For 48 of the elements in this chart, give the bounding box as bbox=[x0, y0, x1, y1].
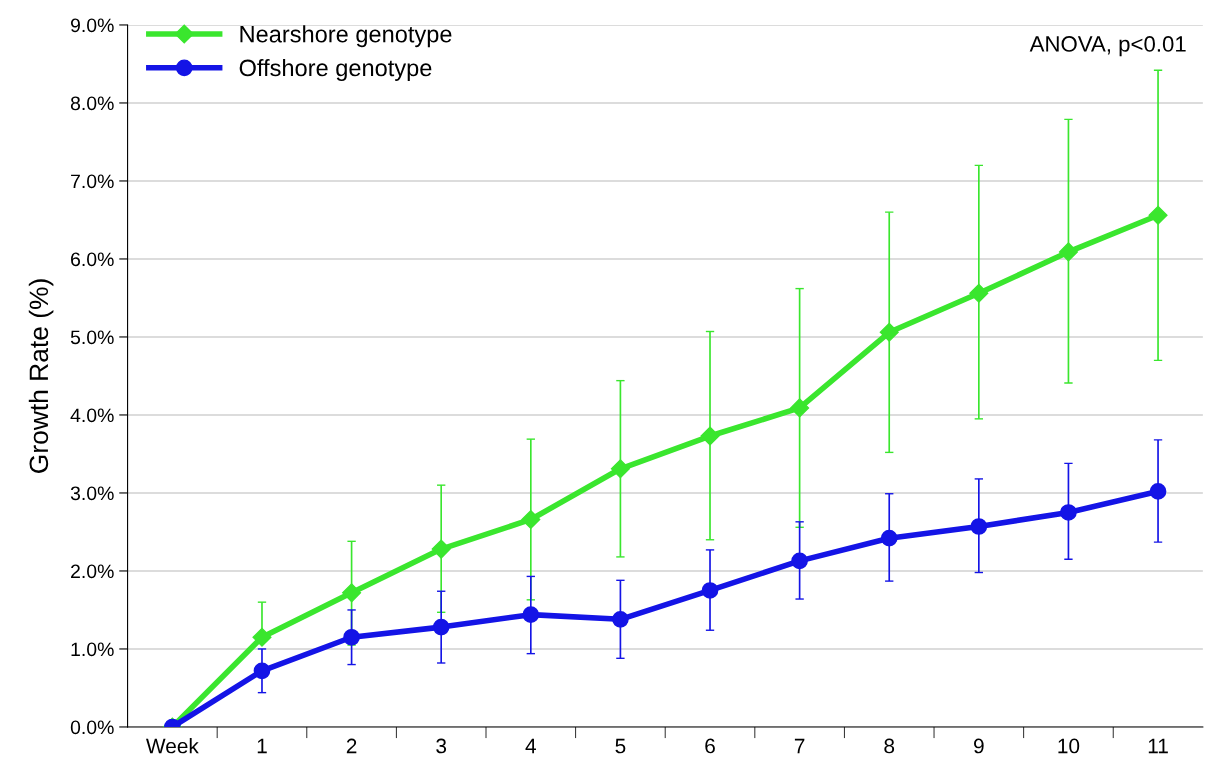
x-tick-label: 4 bbox=[525, 738, 536, 754]
point bbox=[612, 610, 629, 628]
point bbox=[610, 459, 630, 479]
point bbox=[1058, 242, 1078, 262]
point bbox=[969, 283, 989, 303]
point bbox=[431, 539, 451, 559]
y-tick-label: 4.0% bbox=[70, 408, 114, 423]
point bbox=[521, 509, 541, 530]
y-tick-label: 3.0% bbox=[70, 486, 114, 501]
point bbox=[252, 627, 272, 647]
y-tick-label: 0.0% bbox=[70, 720, 114, 735]
y-tick-label: 7.0% bbox=[71, 174, 114, 189]
annotation: ANOVA, p<0.01 bbox=[1029, 36, 1186, 57]
point bbox=[879, 322, 899, 342]
x-tick-label: 10 bbox=[1058, 738, 1080, 754]
y-tick-label: 9.0% bbox=[70, 18, 114, 33]
y-tick-label: 2.0% bbox=[71, 564, 114, 579]
point bbox=[342, 583, 362, 603]
point bbox=[1148, 205, 1168, 225]
point bbox=[1149, 483, 1167, 500]
legend-label: Offshore genotype bbox=[239, 58, 432, 81]
point bbox=[522, 606, 540, 623]
x-tick-label: 7 bbox=[794, 738, 805, 754]
point bbox=[880, 529, 898, 547]
point bbox=[253, 662, 271, 680]
x-tick-label: 8 bbox=[884, 738, 895, 754]
x-tick-label: 1 bbox=[257, 738, 267, 754]
x-tick-label: 9 bbox=[974, 738, 984, 754]
point bbox=[1060, 504, 1077, 521]
point bbox=[701, 582, 719, 599]
x-tick-label: Week bbox=[146, 738, 199, 754]
point bbox=[790, 398, 810, 418]
x-tick-label: 2 bbox=[346, 738, 357, 754]
y-axis-title: Growth Rate (%) bbox=[28, 279, 54, 473]
x-tick-label: 5 bbox=[615, 738, 626, 754]
y-tick-label: 6.0% bbox=[71, 252, 114, 267]
point bbox=[343, 628, 360, 646]
x-tick-label: 6 bbox=[705, 738, 715, 754]
point bbox=[700, 426, 720, 446]
point bbox=[791, 552, 808, 570]
y-tick-label: 1.0% bbox=[71, 642, 114, 657]
x-tick-label: 3 bbox=[436, 738, 447, 754]
y-tick-label: 5.0% bbox=[70, 330, 114, 345]
y-tick-label: 8.0% bbox=[70, 96, 114, 111]
point bbox=[970, 518, 988, 535]
x-tick-label: 11 bbox=[1148, 738, 1168, 754]
legend-label: Nearshore genotype bbox=[240, 25, 452, 48]
point bbox=[432, 618, 450, 636]
